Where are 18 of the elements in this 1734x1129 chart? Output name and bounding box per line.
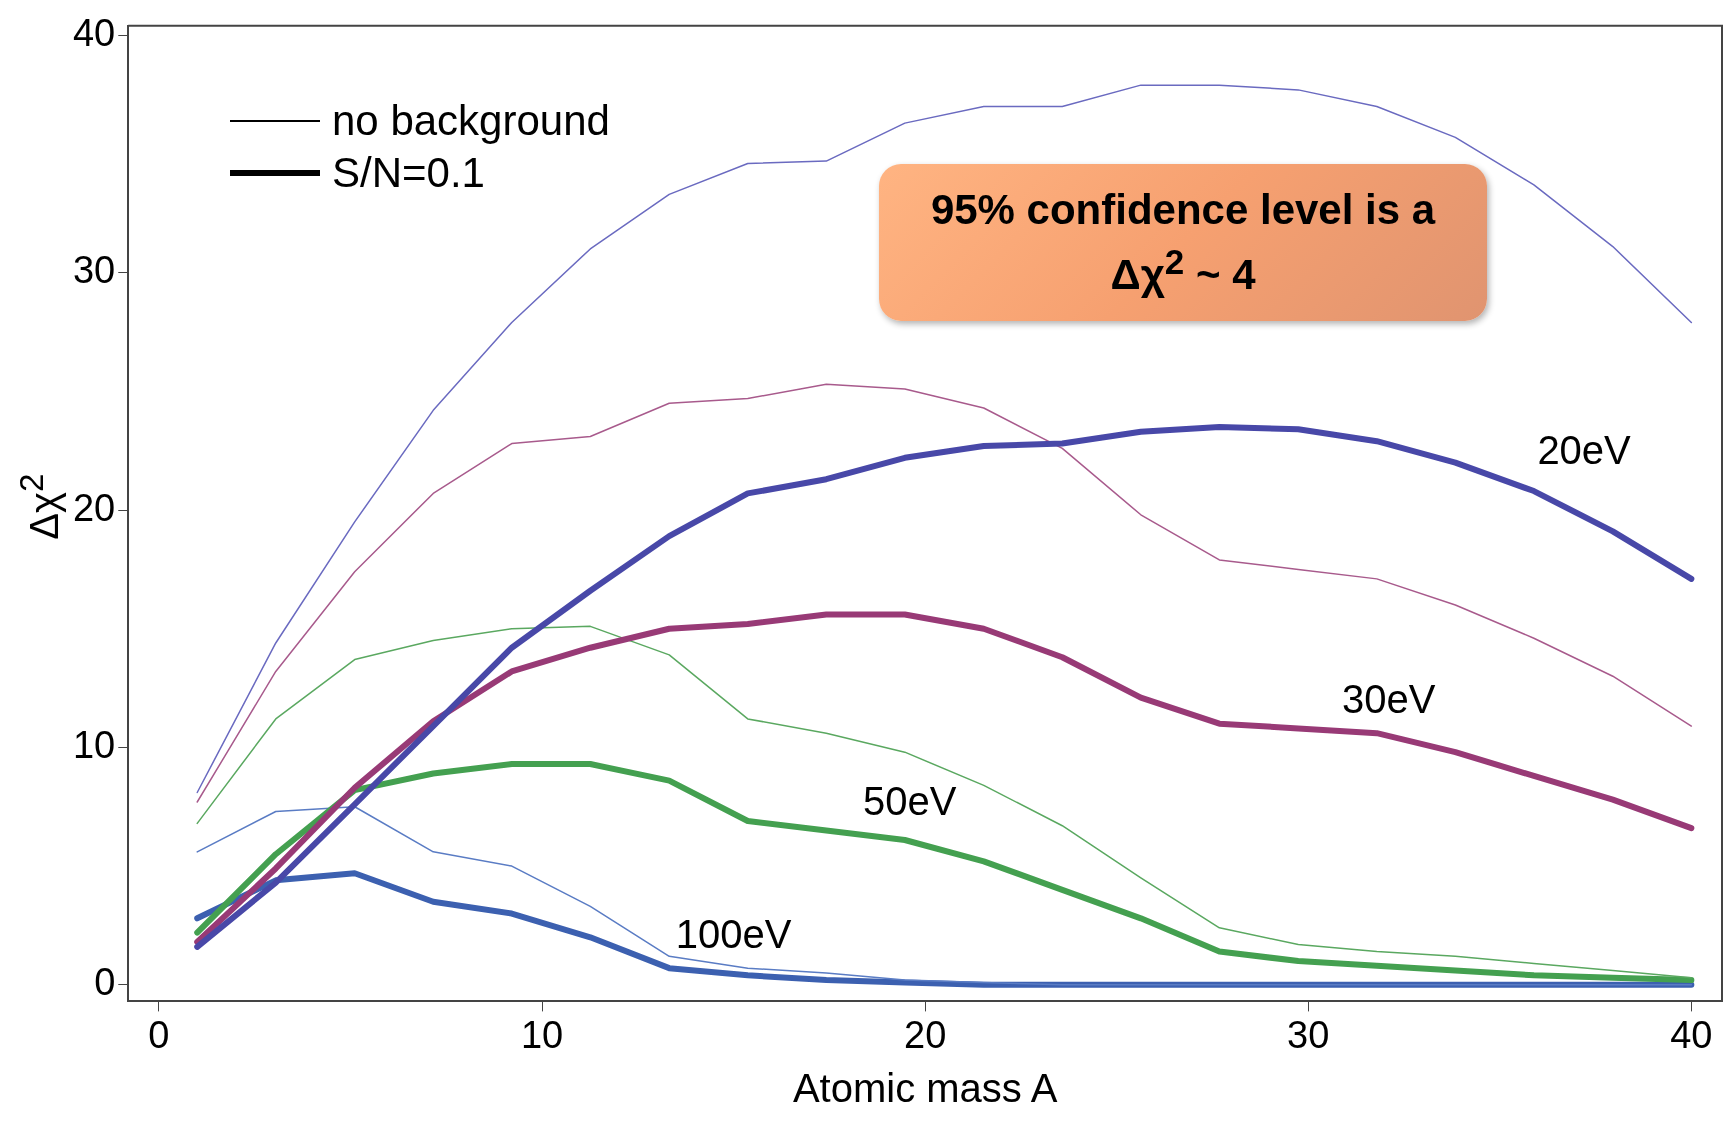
annotation: 95% confidence level is a Δχ$^{2}$ ~ 4 — [929, 185, 1437, 300]
series-label: 20eV — [1537, 428, 1632, 473]
y-tick-label: 0 — [94, 961, 116, 1004]
y-tick-label: 40 — [72, 11, 116, 54]
series-label: 50eV — [863, 779, 957, 824]
x-tick-label: 20 — [903, 1013, 947, 1056]
y-tick-label: 20 — [72, 486, 116, 529]
series-label: 100eV — [675, 912, 792, 957]
x-tick-label: 10 — [520, 1013, 564, 1056]
annotation: no background — [332, 96, 610, 146]
y-tick-label: 30 — [72, 249, 116, 292]
y-tick-label: 10 — [72, 723, 116, 766]
x-tick-label: 30 — [1287, 1013, 1330, 1056]
x-tick-label: 0 — [148, 1013, 170, 1056]
x-axis-title: Atomic mass A — [792, 1066, 1058, 1111]
series-label: 30eV — [1341, 677, 1436, 722]
x-tick-label: 40 — [1670, 1013, 1713, 1056]
annotation: S/N=0.1 — [332, 148, 485, 198]
